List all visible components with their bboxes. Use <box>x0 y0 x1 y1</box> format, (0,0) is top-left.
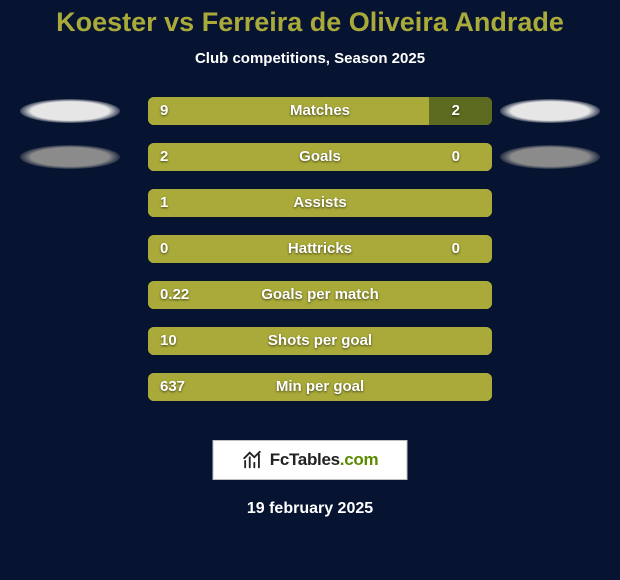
stat-row: 1Assists <box>10 189 610 217</box>
branding-suffix: .com <box>340 450 378 469</box>
stat-bar <box>148 373 492 401</box>
player-shadow-left <box>20 145 120 169</box>
page-title: Koester vs Ferreira de Oliveira Andrade <box>10 8 610 38</box>
stat-value-left: 0 <box>160 235 168 263</box>
chart-icon <box>242 449 264 471</box>
stat-bar <box>148 327 492 355</box>
subtitle: Club competitions, Season 2025 <box>10 50 610 67</box>
stat-bar <box>148 235 492 263</box>
stat-bar <box>148 143 492 171</box>
stat-row: 637Min per goal <box>10 373 610 401</box>
stat-value-right: 2 <box>452 97 460 125</box>
player-shadow-left <box>20 99 120 123</box>
comparison-card: Koester vs Ferreira de Oliveira Andrade … <box>0 0 620 580</box>
bar-left-fill <box>148 327 492 355</box>
stat-value-left: 0.22 <box>160 281 189 309</box>
branding-prefix: FcTables <box>270 450 340 469</box>
stat-value-left: 637 <box>160 373 185 401</box>
stat-bar <box>148 281 492 309</box>
stat-value-left: 1 <box>160 189 168 217</box>
stat-row: 92Matches <box>10 97 610 125</box>
bar-left-fill <box>148 143 492 171</box>
bar-left-fill <box>148 373 492 401</box>
stat-row: 20Goals <box>10 143 610 171</box>
bar-left-fill <box>148 189 492 217</box>
stat-row: 10Shots per goal <box>10 327 610 355</box>
stat-value-left: 9 <box>160 97 168 125</box>
bar-right-fill <box>429 97 492 125</box>
stats-area: 92Matches20Goals1Assists00Hattricks0.22G… <box>10 97 610 407</box>
bar-left-fill <box>148 97 429 125</box>
branding-text: FcTables.com <box>270 450 379 470</box>
stat-value-right: 0 <box>452 235 460 263</box>
bar-left-fill <box>148 235 492 263</box>
stat-row: 00Hattricks <box>10 235 610 263</box>
player-shadow-right <box>500 145 600 169</box>
stat-value-right: 0 <box>452 143 460 171</box>
player-shadow-right <box>500 99 600 123</box>
stat-row: 0.22Goals per match <box>10 281 610 309</box>
branding-badge: FcTables.com <box>213 440 408 480</box>
stat-value-left: 2 <box>160 143 168 171</box>
stat-bar <box>148 97 492 125</box>
date-label: 19 february 2025 <box>0 500 620 518</box>
stat-value-left: 10 <box>160 327 177 355</box>
stat-bar <box>148 189 492 217</box>
bar-left-fill <box>148 281 492 309</box>
